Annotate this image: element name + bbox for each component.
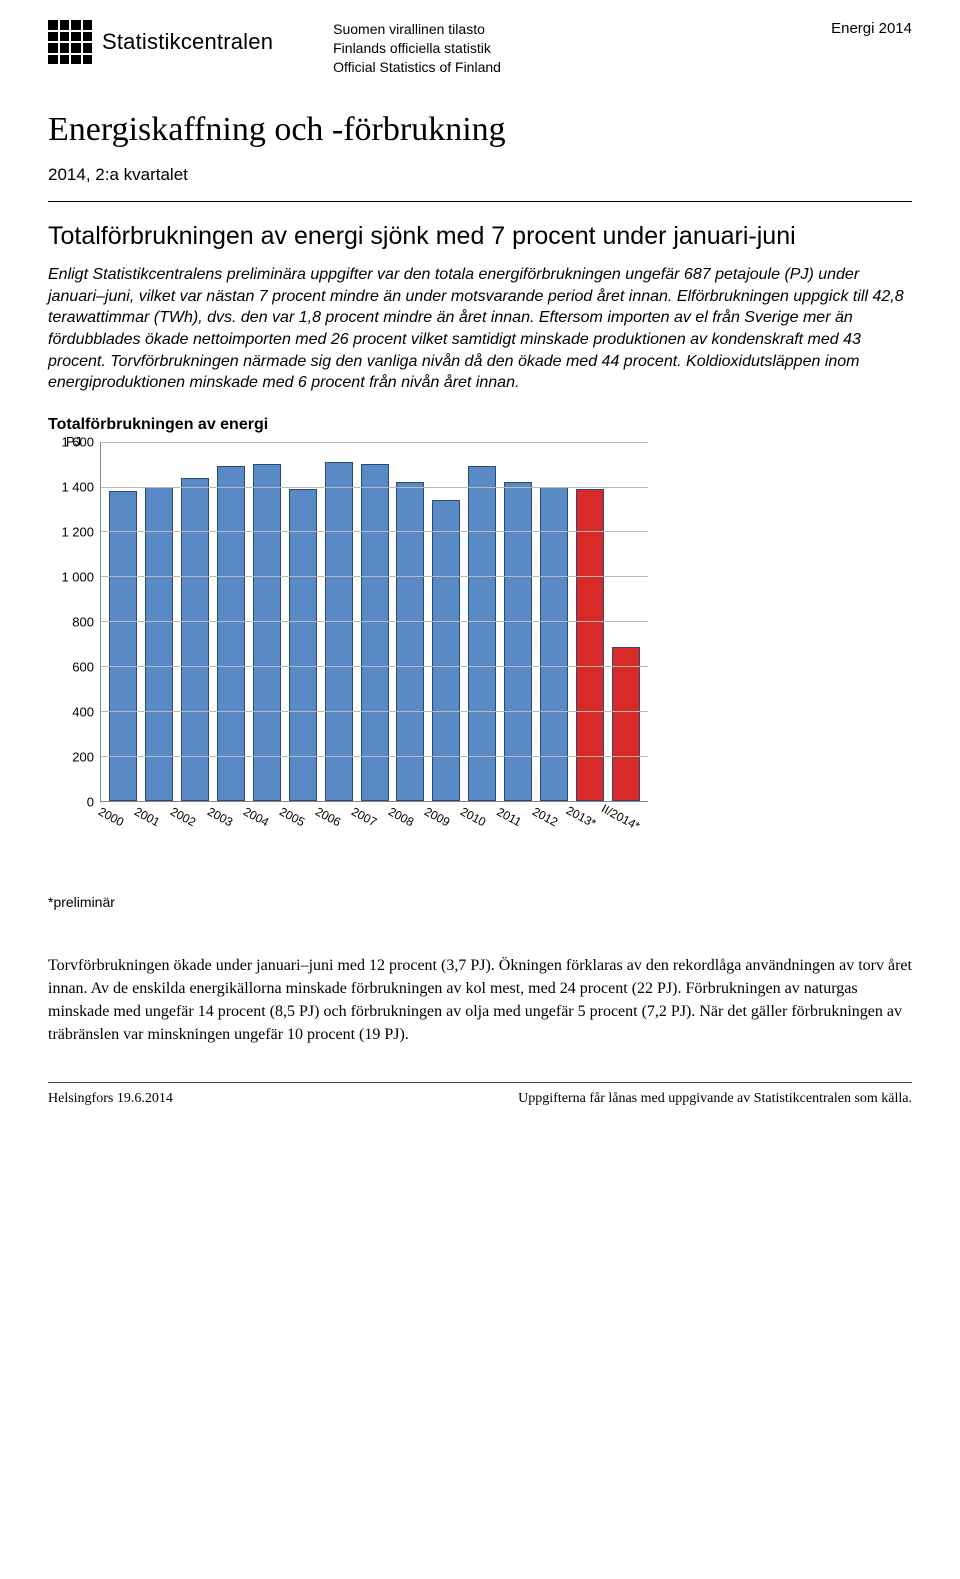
chart-bar bbox=[468, 466, 496, 800]
chart-bar bbox=[217, 466, 245, 800]
chart-y-tick: 400 bbox=[72, 704, 94, 719]
footer-divider bbox=[48, 1082, 912, 1083]
chart-gridline bbox=[101, 442, 648, 443]
stat-line: Suomen virallinen tilasto bbox=[333, 20, 501, 39]
chart-footnote: *preliminär bbox=[48, 894, 912, 910]
stat-line: Official Statistics of Finland bbox=[333, 58, 501, 77]
chart-y-tick: 1 400 bbox=[61, 479, 94, 494]
chart-x-tick: 2008 bbox=[381, 797, 422, 832]
chart-bar bbox=[253, 464, 281, 801]
chart-y-axis: PJ 02004006008001 0001 2001 4001 600 bbox=[48, 442, 100, 802]
chart-bar bbox=[109, 491, 137, 801]
chart-y-tick: 1 600 bbox=[61, 434, 94, 449]
page-title: Energiskaffning och -förbrukning bbox=[48, 111, 912, 149]
chart-y-tick: 1 200 bbox=[61, 524, 94, 539]
chart-bar bbox=[576, 489, 604, 801]
logo-block: Statistikcentralen bbox=[48, 20, 273, 64]
chart-bar bbox=[540, 487, 568, 801]
chart-title: Totalförbrukningen av energi bbox=[48, 416, 912, 434]
page-header: Statistikcentralen Suomen virallinen til… bbox=[48, 20, 912, 77]
body-paragraph: Torvförbrukningen ökade under januari–ju… bbox=[48, 954, 912, 1047]
chart-bar bbox=[396, 482, 424, 801]
chart-gridline bbox=[101, 576, 648, 577]
energy-chart: PJ 02004006008001 0001 2001 4001 600 200… bbox=[48, 442, 648, 822]
section-heading: Totalförbrukningen av energi sjönk med 7… bbox=[48, 220, 912, 253]
chart-x-axis: 2000200120022003200420052006200720082009… bbox=[48, 802, 648, 822]
chart-x-tick: 2003 bbox=[200, 797, 241, 832]
chart-gridline bbox=[101, 621, 648, 622]
chart-bar bbox=[612, 647, 640, 801]
divider bbox=[48, 201, 912, 202]
category-label: Energi 2014 bbox=[831, 20, 912, 37]
chart-x-tick: 2013* bbox=[562, 797, 603, 832]
chart-bar bbox=[145, 487, 173, 801]
chart-y-tick: 1 000 bbox=[61, 569, 94, 584]
official-stat-lines: Suomen virallinen tilastoFinlands offici… bbox=[333, 20, 501, 77]
chart-y-tick: 200 bbox=[72, 749, 94, 764]
logo-text: Statistikcentralen bbox=[102, 29, 273, 55]
stat-line: Finlands officiella statistik bbox=[333, 39, 501, 58]
chart-gridline bbox=[101, 666, 648, 667]
chart-x-tick: 2007 bbox=[345, 797, 386, 832]
chart-bar bbox=[325, 462, 353, 801]
chart-gridline bbox=[101, 487, 648, 488]
chart-y-tick: 800 bbox=[72, 614, 94, 629]
chart-gridline bbox=[101, 531, 648, 532]
footer-left: Helsingfors 19.6.2014 bbox=[48, 1091, 173, 1107]
chart-bar bbox=[504, 482, 532, 801]
chart-gridline bbox=[101, 711, 648, 712]
page-subtitle: 2014, 2:a kvartalet bbox=[48, 165, 912, 185]
intro-paragraph: Enligt Statistikcentralens preliminära u… bbox=[48, 264, 912, 394]
chart-gridline bbox=[101, 756, 648, 757]
chart-plot-area bbox=[100, 442, 648, 802]
chart-x-tick: 2002 bbox=[164, 797, 205, 832]
chart-bar bbox=[289, 489, 317, 801]
logo-icon bbox=[48, 20, 92, 64]
page-footer: Helsingfors 19.6.2014 Uppgifterna får lå… bbox=[48, 1091, 912, 1107]
footer-right: Uppgifterna får lånas med uppgivande av … bbox=[518, 1091, 912, 1107]
chart-bar bbox=[361, 464, 389, 801]
chart-y-tick: 0 bbox=[87, 794, 94, 809]
chart-bar bbox=[181, 478, 209, 801]
chart-y-tick: 600 bbox=[72, 659, 94, 674]
